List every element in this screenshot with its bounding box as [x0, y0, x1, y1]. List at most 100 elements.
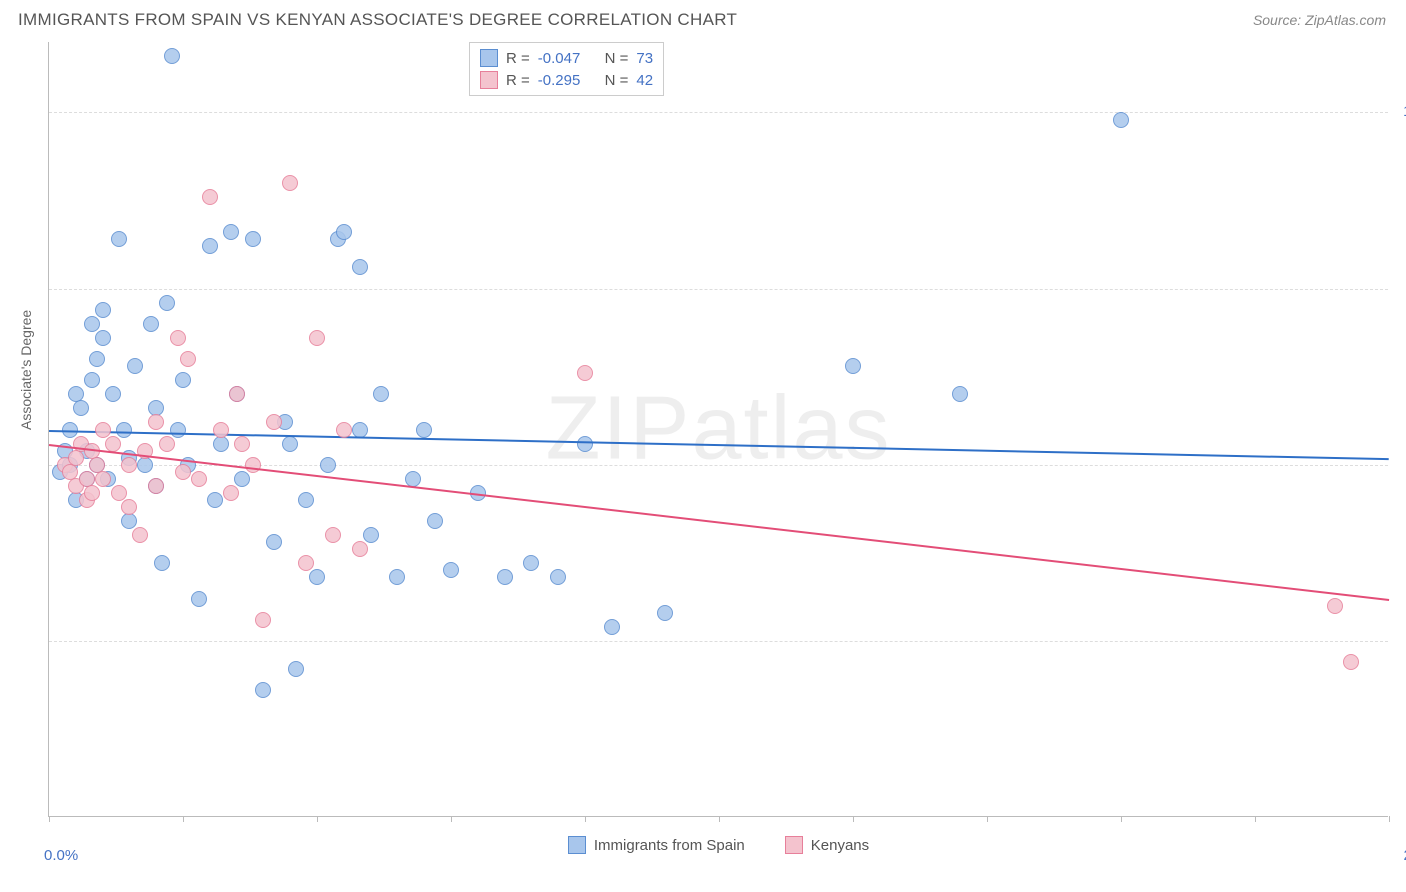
x-tick: [451, 816, 452, 822]
x-tick: [1389, 816, 1390, 822]
data-point: [373, 386, 389, 402]
data-point: [298, 555, 314, 571]
data-point: [234, 471, 250, 487]
data-point: [111, 485, 127, 501]
stat-value: -0.047: [538, 50, 581, 67]
data-point: [132, 527, 148, 543]
data-point: [148, 478, 164, 494]
data-point: [550, 569, 566, 585]
data-point: [288, 661, 304, 677]
gridline: [49, 289, 1388, 290]
data-point: [352, 422, 368, 438]
data-point: [143, 316, 159, 332]
data-point: [121, 457, 137, 473]
data-point: [170, 422, 186, 438]
chart-header: IMMIGRANTS FROM SPAIN VS KENYAN ASSOCIAT…: [0, 0, 1406, 38]
data-point: [952, 386, 968, 402]
data-point: [229, 386, 245, 402]
data-point: [95, 302, 111, 318]
data-point: [282, 175, 298, 191]
data-point: [427, 513, 443, 529]
stat-label: R =: [506, 50, 530, 67]
data-point: [657, 605, 673, 621]
y-tick-label: 100.0%: [1394, 103, 1406, 120]
data-point: [170, 330, 186, 346]
data-point: [282, 436, 298, 452]
data-point: [320, 457, 336, 473]
data-point: [105, 386, 121, 402]
gridline: [49, 641, 1388, 642]
stat-label: N =: [605, 50, 629, 67]
data-point: [363, 527, 379, 543]
data-point: [352, 541, 368, 557]
data-point: [309, 569, 325, 585]
data-point: [89, 351, 105, 367]
data-point: [121, 513, 137, 529]
x-tick: [317, 816, 318, 822]
data-point: [154, 555, 170, 571]
legend-stat-row: R = -0.047 N = 73: [480, 47, 653, 69]
y-axis-label: Associate's Degree: [18, 310, 34, 430]
data-point: [191, 591, 207, 607]
bottom-legend: Immigrants from Spain Kenyans: [49, 836, 1388, 858]
data-point: [175, 464, 191, 480]
y-tick-label: 75.0%: [1394, 280, 1406, 297]
legend-swatch: [568, 836, 586, 854]
data-point: [266, 414, 282, 430]
legend-swatch: [480, 49, 498, 67]
scatter-chart: ZIPatlas R =-0.047 N =73R =-0.295 N =42 …: [48, 42, 1388, 817]
legend-item: Immigrants from Spain: [568, 836, 745, 854]
legend-stat-row: R =-0.295 N =42: [480, 69, 653, 91]
data-point: [604, 619, 620, 635]
data-point: [405, 471, 421, 487]
data-point: [255, 612, 271, 628]
legend-stats-box: R =-0.047 N =73R =-0.295 N =42: [469, 42, 664, 96]
legend-item: Kenyans: [785, 836, 869, 854]
chart-source: Source: ZipAtlas.com: [1253, 12, 1386, 28]
stat-value: 73: [636, 50, 653, 67]
x-tick: [585, 816, 586, 822]
data-point: [845, 358, 861, 374]
data-point: [223, 485, 239, 501]
data-point: [73, 400, 89, 416]
x-tick: [719, 816, 720, 822]
gridline: [49, 112, 1388, 113]
data-point: [84, 485, 100, 501]
data-point: [352, 259, 368, 275]
trend-line: [49, 430, 1389, 460]
stat-label: N =: [605, 72, 629, 89]
x-tick: [183, 816, 184, 822]
data-point: [191, 471, 207, 487]
data-point: [443, 562, 459, 578]
data-point: [298, 492, 314, 508]
data-point: [336, 422, 352, 438]
data-point: [84, 316, 100, 332]
data-point: [577, 436, 593, 452]
data-point: [180, 351, 196, 367]
data-point: [207, 492, 223, 508]
data-point: [223, 224, 239, 240]
data-point: [105, 436, 121, 452]
data-point: [84, 372, 100, 388]
x-tick: [1255, 816, 1256, 822]
x-tick: [49, 816, 50, 822]
data-point: [95, 422, 111, 438]
data-point: [309, 330, 325, 346]
data-point: [416, 422, 432, 438]
data-point: [202, 189, 218, 205]
data-point: [95, 471, 111, 487]
x-tick: [853, 816, 854, 822]
stat-value: 42: [636, 72, 653, 89]
x-tick: [987, 816, 988, 822]
x-tick: [1121, 816, 1122, 822]
y-tick-label: 50.0%: [1394, 456, 1406, 473]
data-point: [175, 372, 191, 388]
legend-swatch: [480, 71, 498, 89]
data-point: [497, 569, 513, 585]
data-point: [148, 414, 164, 430]
data-point: [266, 534, 282, 550]
data-point: [68, 450, 84, 466]
data-point: [245, 231, 261, 247]
data-point: [137, 457, 153, 473]
data-point: [116, 422, 132, 438]
